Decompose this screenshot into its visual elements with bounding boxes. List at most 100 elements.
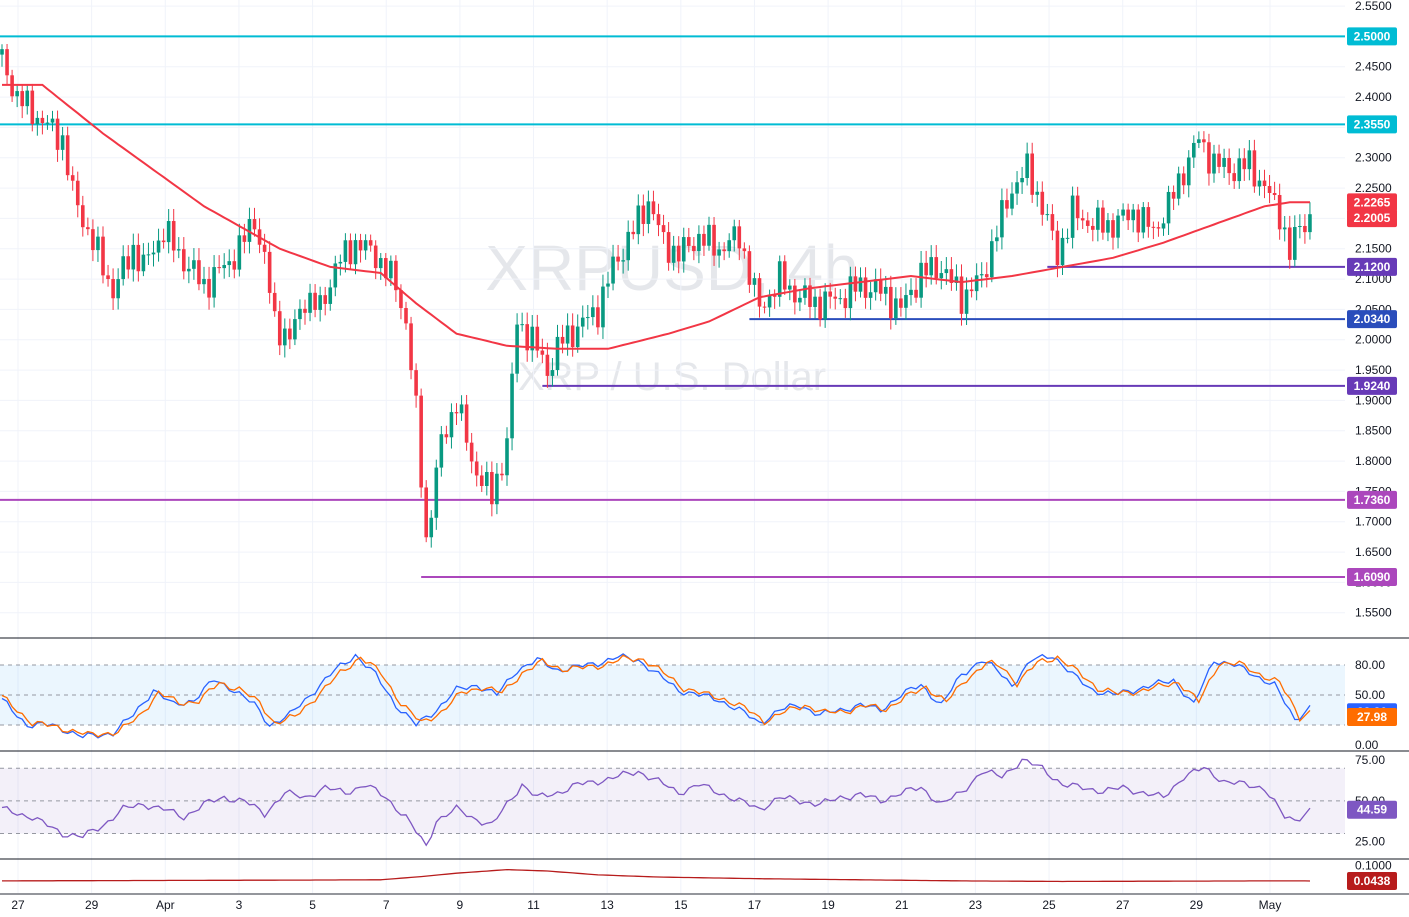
candle-body [1267,186,1272,194]
candle-body [646,201,651,224]
oscillator-osc-badge [1347,871,1397,890]
candle-body [520,324,524,326]
candle-body [136,244,141,272]
candle-body [1247,150,1252,170]
candle-body [984,274,989,278]
candle-body [187,268,191,272]
watermark-symbol: XRPUSD, 4h [485,232,858,304]
time-tick-label: 25 [1042,898,1056,912]
watermark-description: XRP / U.S. Dollar [518,355,826,399]
candle-body [570,325,575,348]
candle-body [1262,180,1267,187]
candle-body [91,229,95,251]
time-tick-label: 5 [309,898,316,912]
candle-body [702,233,706,246]
candle-body [171,221,176,251]
price-tick-label: 2.0000 [1355,333,1392,347]
candle-body [803,285,807,298]
pane-dividers[interactable] [0,637,1409,860]
candle-body [1232,173,1236,182]
price-tick-label: 2.3000 [1355,151,1392,165]
time-axis-background [0,894,1409,917]
candle-body [515,324,519,374]
candle-body [727,240,731,252]
candle-body [1085,220,1090,226]
candle-body [156,240,161,253]
candle-body [1298,226,1302,228]
candle-body [1040,191,1045,215]
candle-body [586,317,590,319]
candle-body [126,256,131,270]
candle-body [1181,173,1186,186]
candle-body [101,236,105,276]
price-tick-label: 1.9500 [1355,363,1392,377]
candle-body [479,475,484,486]
rsi-tick-label: 25.00 [1355,835,1385,849]
candle-body [30,90,35,125]
time-tick-label: 3 [236,898,243,912]
candle-body [75,180,80,206]
candle-body [459,404,464,414]
candle-body [176,249,181,251]
price-tick-label: 1.9000 [1355,393,1392,407]
candle-body [1070,195,1075,238]
candle-body [343,240,348,262]
candle-body [939,273,944,279]
time-tick-label: 7 [383,898,390,912]
candle-body [96,236,100,251]
candle-body [848,276,853,309]
candle-body [697,233,701,252]
time-tick-label: 19 [821,898,835,912]
candle-body [1025,153,1029,179]
candle-body [949,269,954,283]
candle-body [141,254,146,272]
candle-body [464,404,469,443]
candle-body [298,308,302,320]
candle-body [378,258,383,269]
candle-body [288,328,292,340]
candle-body [40,117,45,124]
candle-body [318,295,322,310]
candle-body [1186,157,1191,186]
candle-body [474,461,479,476]
horizontal-levels[interactable] [0,35,1345,578]
candle-body [182,249,186,272]
candle-body [373,245,378,269]
time-axis[interactable]: 27 29 Apr 3 5 7 9 11 13 15 17 19 21 23 25 27 29 May [0,893,1409,917]
level-badge-label: 1.7360 [1354,493,1391,507]
candle-body [1207,142,1211,174]
candle-body [762,306,767,308]
candle-body [1222,157,1226,167]
candle-body [788,285,792,290]
candle-body [914,289,918,298]
candle-body [757,278,762,307]
candle-body [767,294,772,308]
candle-body [1293,227,1297,260]
candle-body [308,292,312,313]
price-tick-label: 1.5500 [1355,606,1392,620]
candle-body [747,251,752,285]
price-badge-label: 2.2005 [1354,211,1391,225]
candle-body [990,241,994,278]
candle-body [1050,214,1055,231]
candle-body [510,373,514,439]
moving-average-path [2,83,1310,350]
time-tick-label: Apr [156,898,175,912]
candle-body [419,395,423,488]
price-tick-label: 1.6500 [1355,545,1392,559]
candle-body [449,412,454,438]
candle-body [1091,225,1095,230]
stochastic-d-badge-label: 27.98 [1357,710,1387,724]
candle-body [45,122,50,124]
time-tick-label: 27 [11,898,25,912]
candle-body [1308,214,1312,233]
candle-body [217,267,221,269]
candle-body [409,323,413,371]
level-badge-label: 2.1200 [1354,260,1391,274]
candle-body [131,244,136,270]
candle-body [5,49,9,76]
candle-body [1156,227,1161,229]
time-tick-label: 9 [457,898,464,912]
rsi-rsi-badge [1347,800,1397,819]
